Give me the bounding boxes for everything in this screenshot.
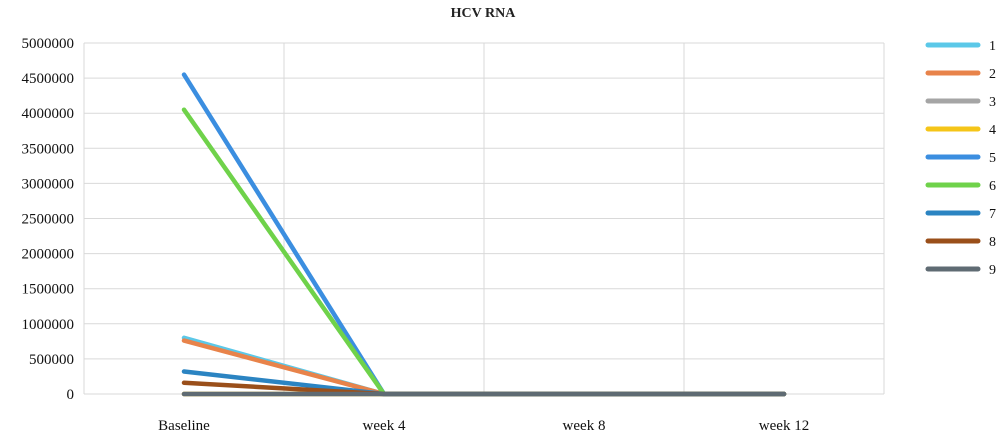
y-axis-tick-labels: 0 500000 1000000 1500000 2000000 2500000 30000… bbox=[22, 36, 75, 403]
x-axis-tick-labels: Baseline week 4 week 8 week 12 bbox=[158, 418, 809, 434]
legend: 1 2 3 4 5 6 7 8 9 bbox=[925, 39, 996, 278]
y-tick-label: 3000000 bbox=[22, 176, 75, 192]
legend-label-1: 1 bbox=[989, 39, 996, 54]
y-tick-label: 3500000 bbox=[22, 141, 75, 157]
legend-label-9: 9 bbox=[989, 263, 996, 278]
y-tick-label: 5000000 bbox=[22, 36, 75, 52]
x-tick-label: Baseline bbox=[158, 418, 210, 434]
legend-label-8: 8 bbox=[989, 235, 996, 250]
x-tick-label: week 4 bbox=[363, 418, 406, 434]
legend-label-7: 7 bbox=[989, 207, 996, 222]
legend-label-2: 2 bbox=[989, 67, 996, 82]
legend-label-4: 4 bbox=[989, 123, 996, 138]
legend-label-3: 3 bbox=[989, 95, 996, 110]
y-tick-label: 0 bbox=[67, 387, 75, 403]
y-tick-label: 1500000 bbox=[22, 282, 75, 298]
y-tick-label: 4500000 bbox=[22, 71, 75, 87]
legend-label-6: 6 bbox=[989, 179, 996, 194]
gridlines bbox=[83, 42, 885, 395]
y-tick-label: 500000 bbox=[29, 352, 74, 368]
y-tick-label: 2000000 bbox=[22, 247, 75, 263]
x-tick-label: week 8 bbox=[563, 418, 606, 434]
legend-label-5: 5 bbox=[989, 151, 996, 166]
y-tick-label: 2500000 bbox=[22, 212, 75, 228]
y-tick-label: 1000000 bbox=[22, 317, 75, 333]
x-tick-label: week 12 bbox=[759, 418, 809, 434]
y-tick-label: 4000000 bbox=[22, 106, 75, 122]
chart-title: HCV RNA bbox=[451, 6, 517, 21]
series-lines bbox=[181, 72, 787, 397]
